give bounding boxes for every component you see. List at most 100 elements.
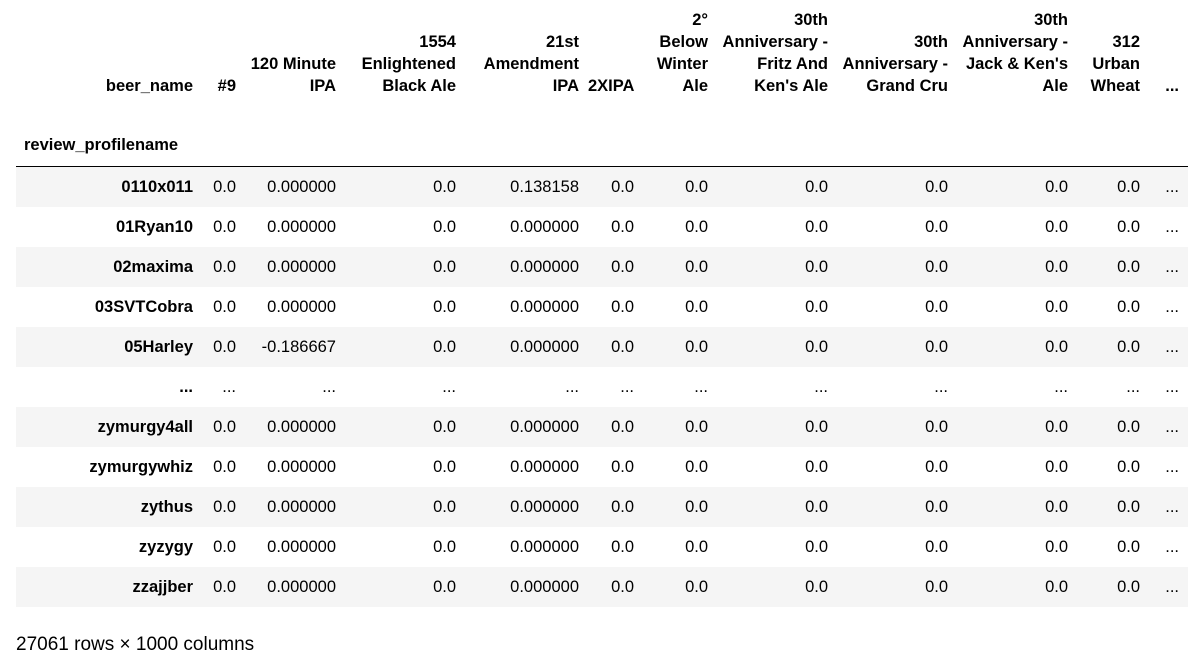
table-row: zymurgy4all 0.0 0.000000 0.0 0.000000 0.0 0.0 0… [16, 407, 1188, 447]
table-row: .................................... [16, 367, 1188, 407]
column-header-row: beer_name #9 120 Minute IPA 1554 Enlighten… [16, 0, 1188, 102]
table-body: 0110x011 0.0 0.000000 0.0 0.138158 0.0 0.0 0.0 0… [16, 166, 1188, 607]
table-cell: 0.0 [925, 258, 948, 276]
ellipsis-cell: ... [1165, 458, 1179, 476]
shape-summary: 27061 rows × 1000 columns [16, 634, 255, 655]
table-cell: 0.0 [1045, 498, 1068, 516]
table-cell: 0.0 [611, 578, 634, 596]
table-cell: 0.0 [1117, 578, 1140, 596]
column-header: 2° Below Winter Ale [656, 11, 708, 95]
table-cell: 0.0 [925, 538, 948, 556]
table-row: zymurgywhiz 0.0 0.000000 0.0 0.000000 0.0 0.0 0… [16, 447, 1188, 487]
table-cell: 0.000000 [267, 178, 336, 196]
table-cell: 0.0 [685, 178, 708, 196]
table-cell: 0.0 [433, 218, 456, 236]
table-cell: 0.0 [925, 458, 948, 476]
table-cell: 0.0 [213, 218, 236, 236]
table-row: 01Ryan10 0.0 0.000000 0.0 0.000000 0.0 0.0 0.0 0… [16, 207, 1188, 247]
ellipsis-cell: ... [1165, 338, 1179, 356]
row-index-label: 02maxima [113, 258, 193, 276]
row-index-label: 0110x011 [121, 178, 193, 196]
table-cell: 0.0 [685, 218, 708, 236]
columns-axis-label: beer_name [105, 77, 193, 95]
ellipsis-cell: ... [1165, 378, 1179, 396]
table-cell: 0.0 [1045, 578, 1068, 596]
column-header: #9 [217, 77, 236, 95]
table-cell: 0.0 [1117, 178, 1140, 196]
index-header-row: review_profilename [16, 102, 1188, 167]
table-cell: 0.0 [685, 338, 708, 356]
table-cell: 0.0 [925, 578, 948, 596]
table-cell: 0.0 [1045, 258, 1068, 276]
table-cell: 0.0 [805, 298, 828, 316]
index-header-blank-cell [643, 102, 717, 167]
table-cell: 0.000000 [510, 498, 579, 516]
table-cell: ... [1054, 378, 1068, 396]
table-cell: 0.000000 [510, 338, 579, 356]
table-cell: 0.000000 [510, 418, 579, 436]
table-cell: 0.0 [1117, 498, 1140, 516]
table-cell: 0.0 [685, 298, 708, 316]
table-cell: 0.0 [1117, 298, 1140, 316]
table-cell: 0.000000 [510, 258, 579, 276]
table-cell: 0.0 [213, 458, 236, 476]
column-header: 1554 Enlightened Black Ale [361, 33, 456, 95]
ellipsis-cell: ... [1165, 418, 1179, 436]
table-cell: 0.0 [925, 178, 948, 196]
table-cell: 0.0 [805, 218, 828, 236]
table-cell: 0.0 [433, 258, 456, 276]
table-cell: 0.0 [925, 338, 948, 356]
index-axis-label: review_profilename [24, 136, 179, 154]
table-cell: 0.000000 [267, 218, 336, 236]
column-header: 120 Minute IPA [250, 55, 336, 95]
table-cell: 0.0 [685, 578, 708, 596]
table-cell: 0.0 [685, 538, 708, 556]
table-cell: 0.0 [1117, 258, 1140, 276]
table-cell: 0.0 [213, 298, 236, 316]
table-cell: 0.0 [611, 538, 634, 556]
table-cell: 0.0 [213, 258, 236, 276]
table-cell: 0.000000 [510, 298, 579, 316]
row-index-label: zyzygy [138, 538, 193, 556]
table-cell: 0.0 [1117, 418, 1140, 436]
table-cell: 0.0 [925, 418, 948, 436]
table-cell: 0.0 [805, 178, 828, 196]
table-cell: 0.0 [433, 538, 456, 556]
row-index-label: zymurgywhiz [89, 458, 193, 476]
table-cell: 0.0 [213, 338, 236, 356]
table-row: 05Harley 0.0 -0.186667 0.0 0.000000 0.0 0.0 0.0… [16, 327, 1188, 367]
table-cell: 0.0 [685, 498, 708, 516]
row-index-label: 03SVTCobra [94, 298, 193, 316]
table-cell: 0.0 [611, 338, 634, 356]
table-cell: ... [222, 378, 236, 396]
table-cell: 0.0 [1117, 458, 1140, 476]
row-index-label: zythus [140, 498, 193, 516]
column-header: 21st Amendment IPA [483, 33, 579, 95]
ellipsis-cell: ... [1165, 258, 1179, 276]
table-cell: 0.0 [433, 458, 456, 476]
table-row: 02maxima 0.0 0.000000 0.0 0.000000 0.0 0.0 0.0 0… [16, 247, 1188, 287]
table-cell: 0.0 [1045, 338, 1068, 356]
table-cell: ... [1126, 378, 1140, 396]
table-cell: ... [565, 378, 579, 396]
column-header: 30th Anniversary - Jack & Ken's Ale [962, 11, 1068, 95]
row-index-label: zzajjber [132, 578, 193, 596]
table-cell: ... [322, 378, 336, 396]
table-cell: 0.0 [611, 418, 634, 436]
dataframe-output: beer_name #9 120 Minute IPA 1554 Enlighten… [16, 0, 1188, 607]
table-cell: 0.0 [805, 538, 828, 556]
table-cell: 0.0 [1117, 538, 1140, 556]
index-header-blank-cell [1149, 102, 1188, 167]
table-cell: 0.0 [1045, 178, 1068, 196]
table-cell: 0.0 [213, 418, 236, 436]
table-cell: 0.0 [1117, 218, 1140, 236]
dataframe-table: beer_name #9 120 Minute IPA 1554 Enlighten… [16, 0, 1188, 607]
table-cell: 0.0 [213, 498, 236, 516]
column-header: 30th Anniversary - Grand Cru [842, 33, 948, 95]
index-header-blank-cell [588, 102, 643, 167]
table-cell: ... [934, 378, 948, 396]
table-cell: 0.0 [213, 178, 236, 196]
index-header-blank-cell [837, 102, 957, 167]
table-cell: 0.138158 [510, 178, 579, 196]
column-header-ellipsis: ... [1165, 77, 1179, 95]
